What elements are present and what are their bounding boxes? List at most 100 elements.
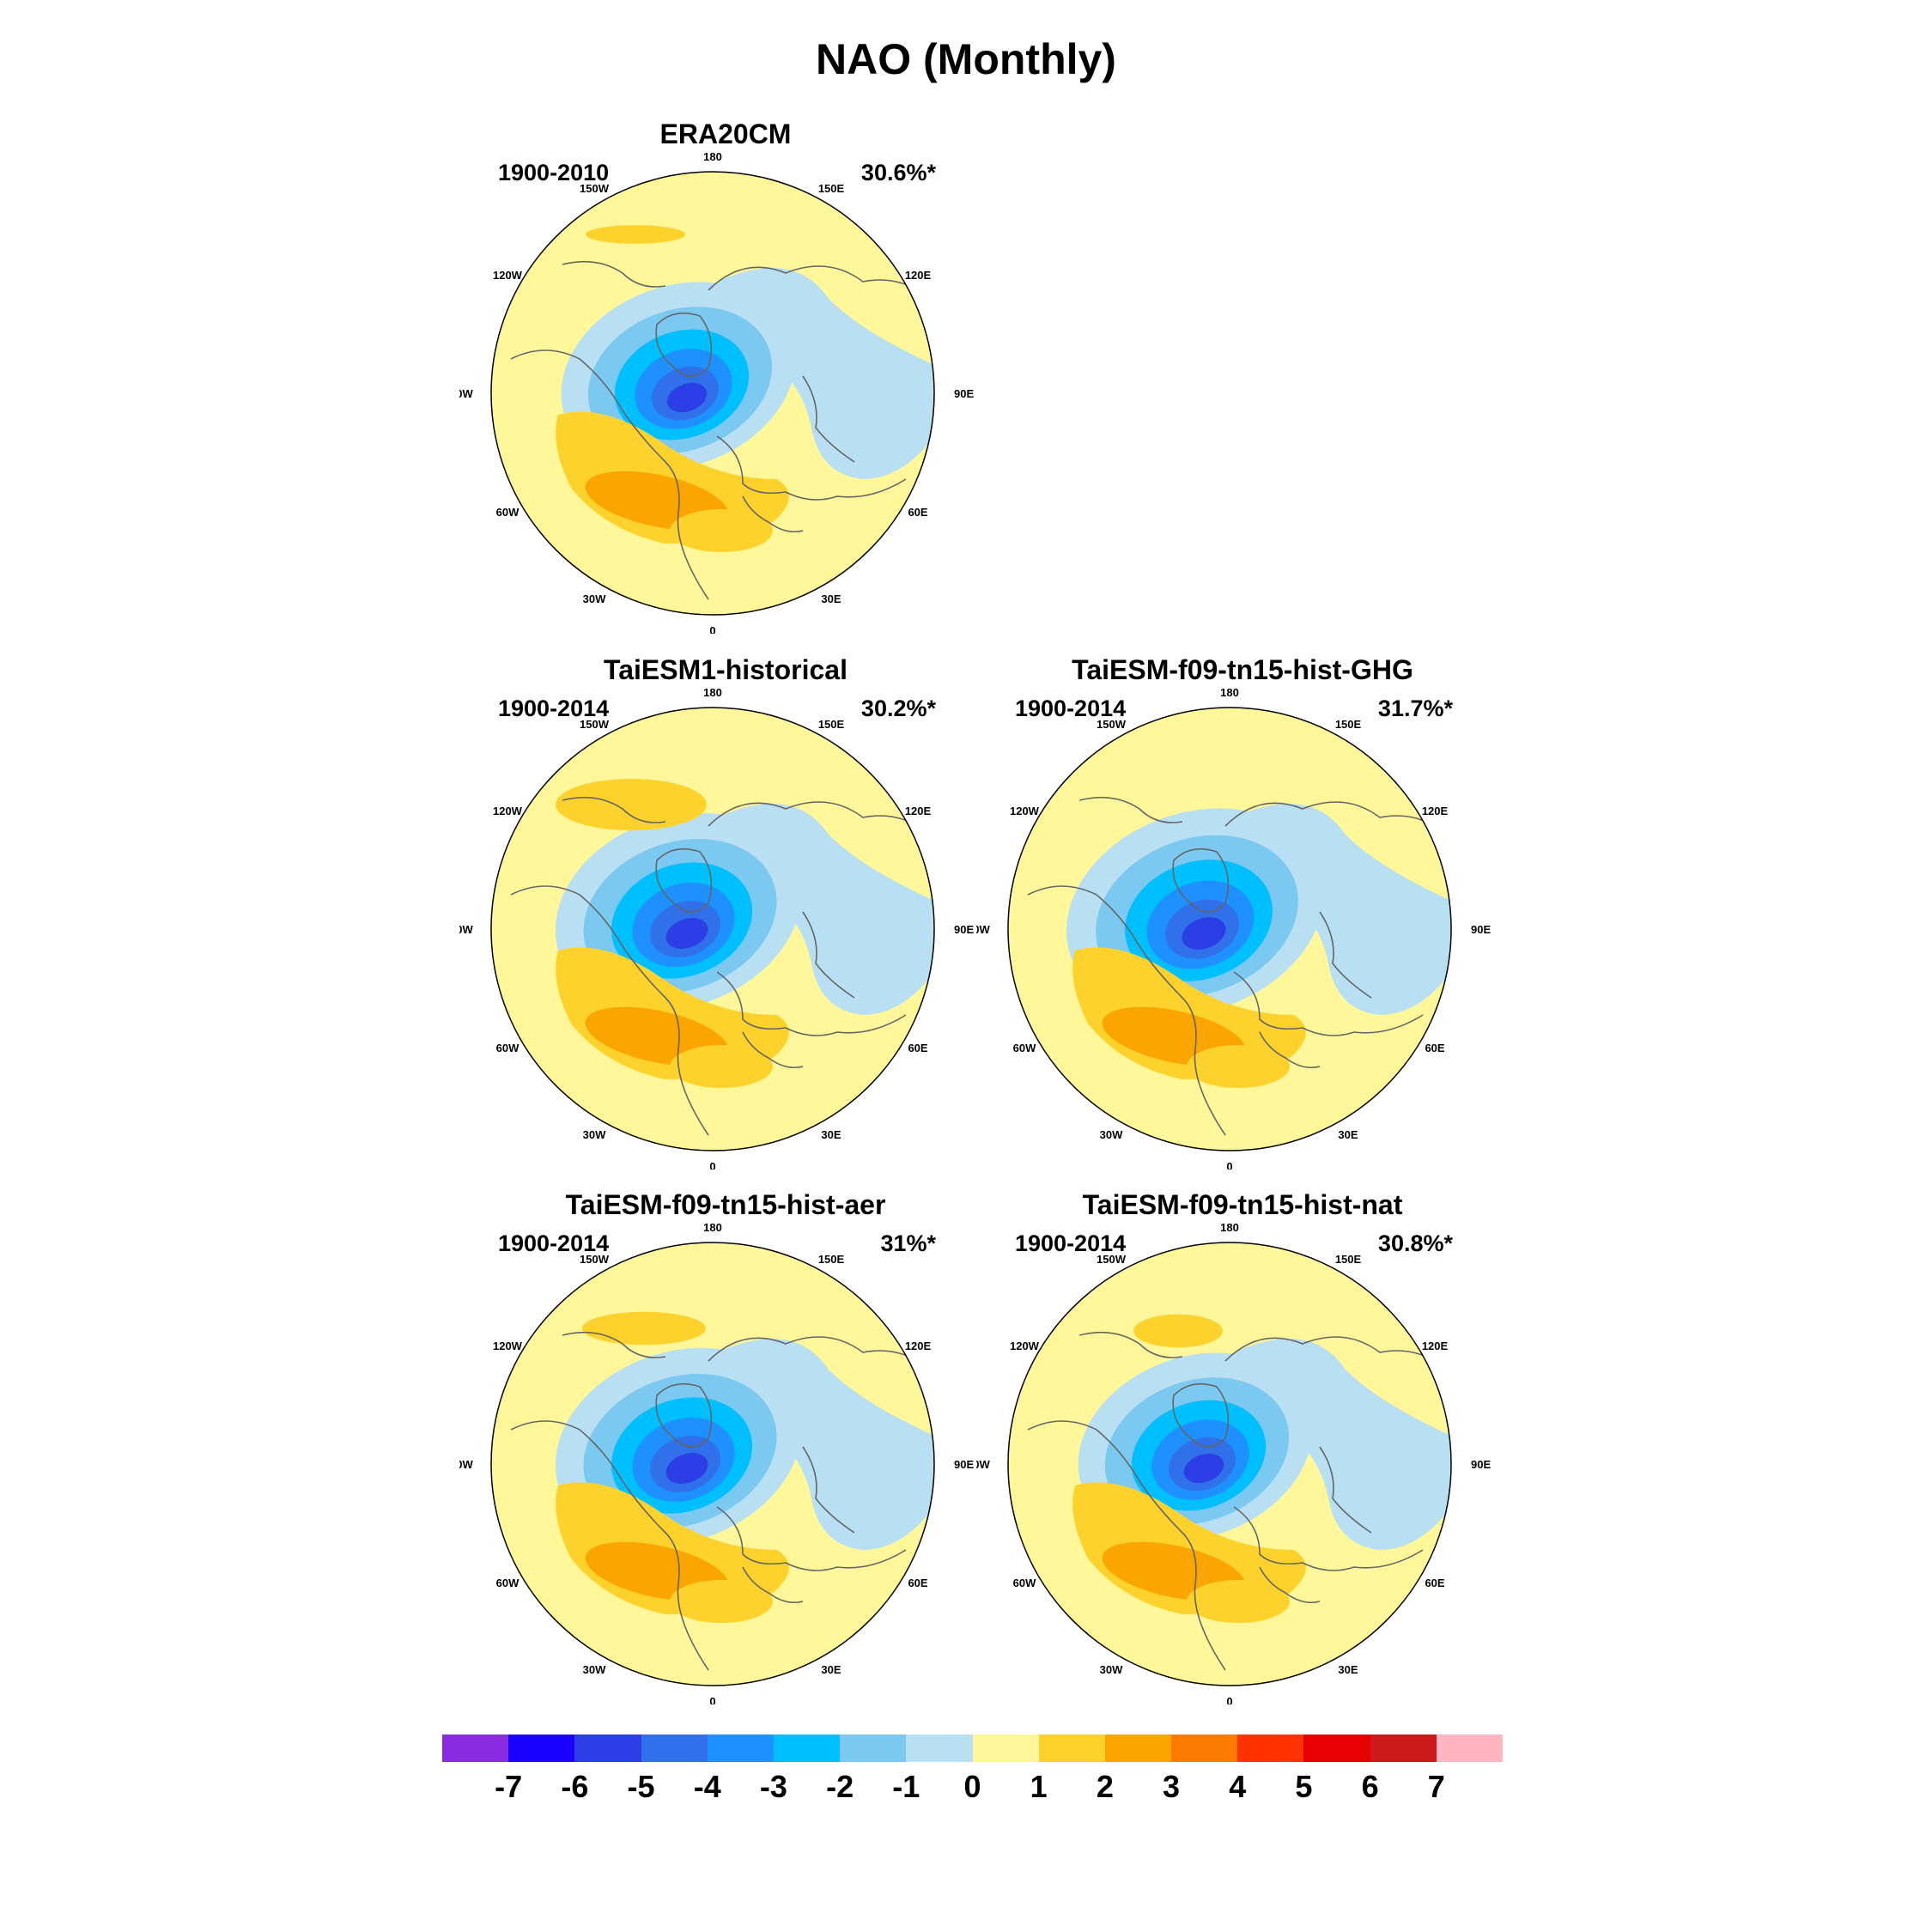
coastline	[655, 312, 713, 377]
colorbar-box	[1303, 1735, 1370, 1762]
longitude-label: 120W	[493, 269, 523, 282]
colorbar-tick-label: -7	[495, 1769, 523, 1804]
map-field	[1008, 1242, 1451, 1686]
map-border	[490, 707, 935, 1151]
coastline	[716, 1506, 907, 1571]
longitude-label: 30E	[1338, 1128, 1358, 1141]
longitude-label: 180	[703, 153, 722, 163]
longitude-label: 30W	[583, 592, 606, 605]
longitude-label: 30W	[583, 1663, 606, 1676]
longitude-label: 60W	[496, 506, 519, 519]
colorbar-box	[1104, 1735, 1172, 1762]
coastline	[1319, 1446, 1372, 1534]
longitude-label: 60W	[496, 1577, 519, 1589]
positive-anomaly-blob	[1133, 1314, 1223, 1348]
longitude-label: 30E	[821, 592, 841, 605]
longitude-label: 90W	[976, 1458, 991, 1471]
colorbar-box	[574, 1735, 641, 1762]
coastline	[742, 495, 804, 533]
coastline	[562, 1331, 666, 1358]
colorbar-tick-label: 7	[1427, 1769, 1445, 1804]
colorbar-box	[840, 1735, 907, 1762]
negative-anomaly-contour	[665, 918, 708, 949]
coastline	[510, 885, 709, 1136]
longitude-label: 180	[703, 689, 722, 699]
longitude-label: 30W	[583, 1128, 606, 1141]
colorbar-box	[508, 1735, 575, 1762]
longitude-label: 180	[703, 1224, 722, 1234]
colorbar-tick-label: -4	[693, 1769, 721, 1804]
longitude-label: 0	[709, 1695, 715, 1704]
longitude-label: 90E	[954, 1458, 974, 1471]
longitude-label: 150W	[580, 718, 610, 731]
colorbar-box	[972, 1735, 1039, 1762]
panel-title: TaiESM-f09-tn15-hist-GHG	[1072, 654, 1413, 685]
coastline	[562, 796, 666, 823]
longitude-label: 150W	[1097, 718, 1127, 731]
longitude-label: 60E	[1425, 1042, 1444, 1054]
positive-anomaly-band	[1187, 1580, 1290, 1623]
coastline	[1027, 885, 1226, 1136]
longitude-label: 120W	[1010, 1340, 1040, 1352]
coastline	[1172, 848, 1230, 913]
longitude-label: 150E	[818, 718, 845, 731]
longitude-label: 30W	[1100, 1663, 1123, 1676]
longitude-label: 90W	[976, 923, 991, 936]
positive-anomaly-band	[670, 1045, 773, 1088]
coastline	[716, 971, 907, 1036]
colorbar-box	[707, 1735, 774, 1762]
colorbar-box	[1436, 1735, 1503, 1762]
map-panel-hist-ghg: TaiESM-f09-tn15-hist-GHG 1900-2014 31.7%…	[976, 654, 1646, 1170]
longitude-label: 0	[1226, 1160, 1232, 1170]
positive-anomaly-blob	[556, 779, 707, 830]
longitude-label: 120W	[1010, 805, 1040, 817]
colorbar-box	[773, 1735, 841, 1762]
longitude-label: 0	[1226, 1695, 1232, 1704]
map-panel-hist-nat: TaiESM-f09-tn15-hist-nat 1900-2014 30.8%…	[976, 1189, 1646, 1704]
colorbar-box	[1171, 1735, 1238, 1762]
panel-variance: 30.2%*	[860, 696, 936, 721]
polar-map: 180 150W 150E 120W 120E 90W 90E 60W 60E 30W 30E 0	[459, 1224, 974, 1704]
longitude-label: 150E	[818, 1253, 845, 1266]
longitude-label: 120E	[905, 269, 932, 282]
negative-anomaly-contour	[1182, 917, 1226, 950]
longitude-label: 150E	[1335, 1253, 1362, 1266]
coastline	[802, 1446, 855, 1534]
panel-title: TaiESM-f09-tn15-hist-nat	[1082, 1189, 1403, 1220]
colorbar-tick-label: -5	[627, 1769, 655, 1804]
colorbar-tick-label: 6	[1361, 1769, 1379, 1804]
coastline	[510, 349, 709, 600]
longitude-label: 120E	[1422, 805, 1449, 817]
longitude-label: 90E	[1471, 1458, 1491, 1471]
positive-anomaly-blob	[586, 225, 685, 244]
positive-anomaly-band	[1187, 1045, 1290, 1088]
map-field	[491, 1242, 934, 1686]
longitude-label: 60E	[908, 1042, 927, 1054]
colorbar-box	[641, 1735, 708, 1762]
coastline	[716, 435, 907, 501]
longitude-label: 150W	[1097, 1253, 1127, 1266]
colorbar-tick-label: -1	[892, 1769, 920, 1804]
longitude-label: 90E	[1471, 923, 1491, 936]
panel-period: 1900-2014	[498, 696, 610, 721]
longitude-label: 0	[709, 1160, 715, 1170]
coastline	[1319, 911, 1372, 999]
colorbar-box	[442, 1735, 509, 1762]
figure-title: NAO (Monthly)	[816, 35, 1116, 83]
longitude-label: 150E	[818, 182, 845, 195]
panel-variance: 30.8%*	[1377, 1230, 1453, 1256]
map-panel-era20cm: ERA20CM 1900-2010 30.6%* 180 150W 150E 120W…	[459, 118, 1129, 634]
coastline	[1233, 971, 1424, 1036]
longitude-label: 30W	[1100, 1128, 1123, 1141]
longitude-label: 60E	[1425, 1577, 1444, 1589]
panel-period: 1900-2014	[1015, 696, 1127, 721]
colorbar-box	[906, 1735, 973, 1762]
colorbar-box	[1038, 1735, 1105, 1762]
longitude-label: 120E	[1422, 1340, 1449, 1352]
longitude-label: 150W	[580, 1253, 610, 1266]
map-border	[1007, 707, 1452, 1151]
longitude-label: 60E	[908, 1577, 927, 1589]
coastline	[1078, 1331, 1183, 1358]
longitude-label: 150W	[580, 182, 610, 195]
longitude-label: 60W	[496, 1042, 519, 1054]
